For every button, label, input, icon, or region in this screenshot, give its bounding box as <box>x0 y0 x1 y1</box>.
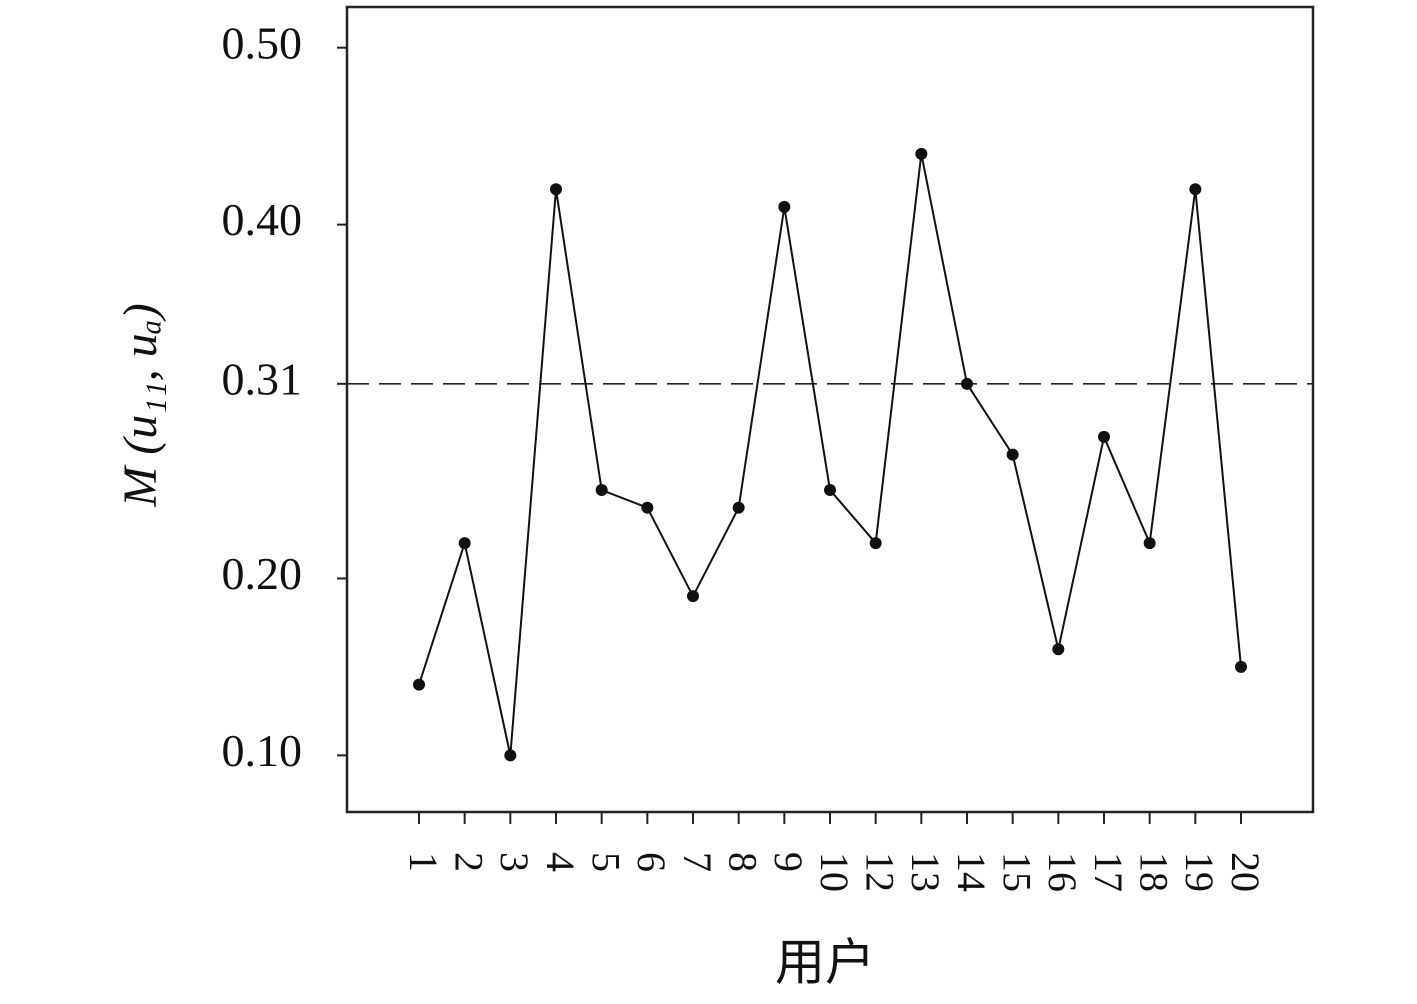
data-point <box>413 678 425 691</box>
data-point <box>1235 660 1247 673</box>
data-point <box>595 484 608 496</box>
x-tick-label: 1 <box>401 852 446 872</box>
x-tick-label: 6 <box>629 852 674 872</box>
x-tick-label: 3 <box>492 852 537 872</box>
y-tick-label: 0.20 <box>222 548 303 599</box>
data-point <box>1098 430 1110 443</box>
x-tick-label: 13 <box>903 852 948 892</box>
y-tick-label: 0.31 <box>222 353 303 404</box>
data-point <box>1189 183 1202 196</box>
x-tick-label: 20 <box>1223 852 1268 892</box>
data-point <box>1143 537 1156 550</box>
y-tick-label: 0.10 <box>222 725 303 776</box>
x-tick-label: 4 <box>538 852 583 872</box>
data-point <box>504 749 517 762</box>
data-point <box>1006 448 1019 461</box>
data-line <box>418 153 1242 756</box>
data-point <box>732 501 745 514</box>
x-tick-label: 8 <box>720 852 765 872</box>
x-tick-label: 7 <box>675 852 720 872</box>
x-tick-label: 2 <box>446 852 491 872</box>
x-axis-label: 用户 <box>775 934 875 990</box>
data-point <box>824 484 836 496</box>
data-point <box>778 200 791 213</box>
plot-frame <box>345 5 1315 814</box>
data-point <box>915 147 928 160</box>
x-tick-label: 10 <box>812 852 857 892</box>
data-point <box>869 537 882 550</box>
data-point <box>961 377 973 390</box>
y-tick-label: 0.40 <box>222 194 303 245</box>
y-axis-label: M (u₁₁, uₐ) <box>114 303 167 507</box>
x-tick-label: 18 <box>1131 852 1176 892</box>
data-point <box>550 183 562 196</box>
x-tick-label: 12 <box>857 852 902 892</box>
x-tick-label: 17 <box>1086 852 1131 892</box>
x-tick-label: 19 <box>1177 852 1222 892</box>
x-tick-label: 15 <box>994 852 1039 892</box>
y-tick-label: 0.50 <box>222 17 303 68</box>
x-tick-label: 5 <box>583 852 628 872</box>
x-tick-label: 9 <box>766 852 811 872</box>
x-tick-label: 14 <box>949 852 994 892</box>
data-point <box>458 537 471 550</box>
data-point <box>641 501 654 514</box>
data-point <box>1052 643 1065 656</box>
x-tick-label: 16 <box>1040 852 1085 892</box>
data-point <box>687 590 699 603</box>
